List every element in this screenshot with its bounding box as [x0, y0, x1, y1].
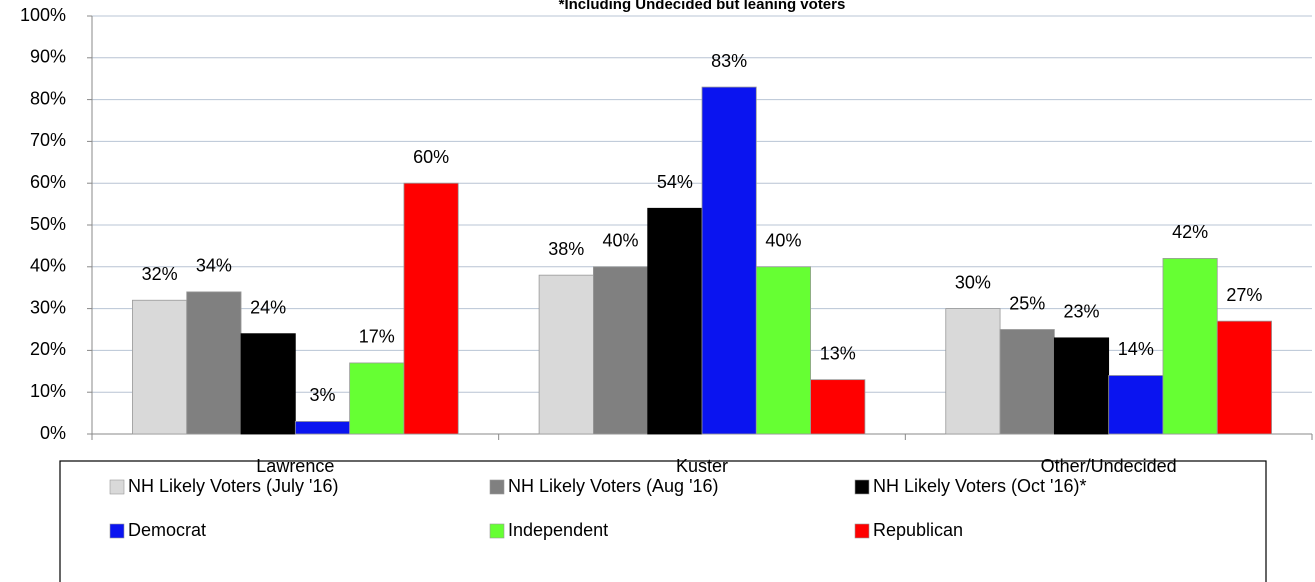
y-tick-label: 30%: [30, 297, 66, 317]
bar: [1162, 258, 1218, 435]
value-label: 27%: [1226, 285, 1262, 305]
bar: [810, 379, 866, 435]
value-label: 13%: [820, 343, 856, 363]
x-tick-label: Other/Undecided: [1041, 456, 1177, 476]
value-label: 3%: [309, 385, 335, 405]
legend-label: NH Likely Voters (Aug '16): [508, 476, 719, 496]
x-tick-label: Kuster: [676, 456, 728, 476]
bar: [538, 274, 594, 435]
value-label: 17%: [359, 327, 395, 347]
y-tick-label: 100%: [20, 5, 66, 25]
y-tick-label: 60%: [30, 172, 66, 192]
legend-label: Independent: [508, 520, 608, 540]
value-label: 83%: [711, 51, 747, 71]
value-label: 25%: [1009, 293, 1045, 313]
bar: [403, 182, 459, 435]
legend-swatch: [109, 479, 125, 495]
y-tick-label: 20%: [30, 339, 66, 359]
bar: [132, 299, 188, 435]
bar: [593, 266, 649, 435]
legend-swatch: [489, 479, 505, 495]
value-label: 42%: [1172, 222, 1208, 242]
y-tick-label: 50%: [30, 214, 66, 234]
legend-swatch: [854, 479, 870, 495]
bar: [755, 266, 811, 435]
bar: [701, 86, 757, 435]
bar: [1108, 375, 1164, 435]
value-label: 32%: [142, 264, 178, 284]
chart-title: *Including Undecided but leaning voters: [559, 0, 846, 13]
value-label: 40%: [603, 231, 639, 251]
value-label: 38%: [548, 239, 584, 259]
bar: [1053, 337, 1110, 435]
legend-swatch: [489, 523, 505, 539]
legend-label: Republican: [873, 520, 963, 540]
value-label: 24%: [250, 297, 286, 317]
value-label: 40%: [765, 231, 801, 251]
value-label: 54%: [657, 172, 693, 192]
y-tick-label: 10%: [30, 381, 66, 401]
bar: [647, 207, 703, 435]
legend-swatch: [854, 523, 870, 539]
y-tick-label: 90%: [30, 47, 66, 67]
bar: [945, 308, 1001, 435]
legend-box: [59, 460, 1267, 582]
bar: [1216, 320, 1272, 435]
legend-label: NH Likely Voters (July '16): [128, 476, 339, 496]
value-label: 14%: [1118, 339, 1154, 359]
value-label: 34%: [196, 256, 232, 276]
bar: [186, 291, 242, 435]
y-tick-label: 80%: [30, 88, 66, 108]
bar: [349, 362, 405, 435]
bar: [240, 333, 296, 435]
value-label: 23%: [1064, 302, 1100, 322]
legend-label: Democrat: [128, 520, 206, 540]
y-tick-label: 0%: [40, 423, 66, 443]
y-tick-label: 70%: [30, 130, 66, 150]
bar: [999, 329, 1055, 435]
y-tick-label: 40%: [30, 256, 66, 276]
legend-label: NH Likely Voters (Oct '16)*: [873, 476, 1087, 496]
value-label: 30%: [955, 272, 991, 292]
legend-swatch: [109, 523, 125, 539]
value-label: 60%: [413, 147, 449, 167]
x-tick-label: Lawrence: [256, 456, 334, 476]
bar: [294, 421, 351, 435]
